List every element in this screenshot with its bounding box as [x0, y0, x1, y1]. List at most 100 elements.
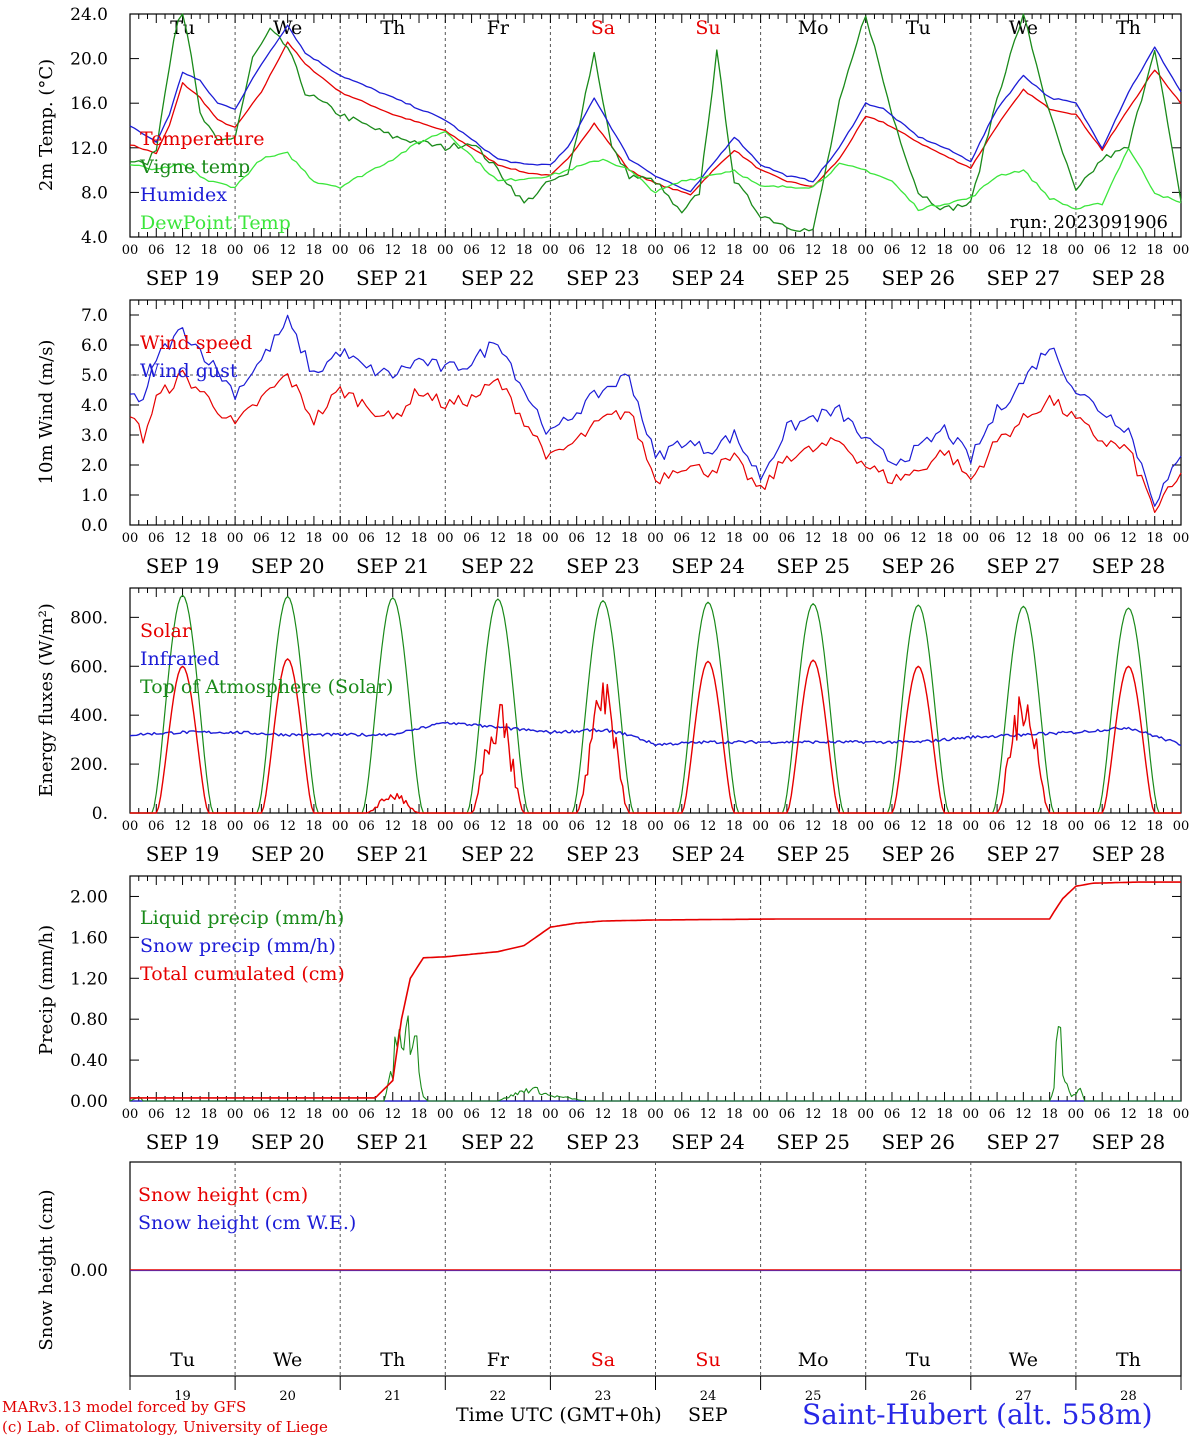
hour-tick-label: 18: [306, 819, 323, 834]
hour-tick-label: 06: [884, 243, 901, 258]
hour-tick-label: 06: [463, 531, 480, 546]
weekday-label: We: [273, 17, 302, 39]
date-label: SEP 22: [461, 842, 535, 866]
hour-tick-label: 06: [148, 1107, 165, 1122]
hour-tick-label: 18: [201, 243, 218, 258]
y-tick-label: 600.: [70, 657, 108, 677]
hour-tick-label: 18: [936, 1107, 953, 1122]
hour-tick-label: 18: [621, 1107, 638, 1122]
hour-tick-label: 06: [568, 243, 585, 258]
hour-tick-label: 00: [1068, 243, 1085, 258]
station-name: Saint-Hubert (alt. 558m): [802, 1398, 1153, 1431]
hour-tick-label: 18: [936, 531, 953, 546]
hour-tick-label: 06: [253, 819, 270, 834]
hour-tick-label: 00: [332, 1107, 349, 1122]
hour-tick-label: 12: [384, 531, 401, 546]
hour-tick-label: 12: [910, 243, 927, 258]
hour-tick-label: 06: [884, 819, 901, 834]
date-label: SEP 21: [356, 266, 430, 290]
hour-tick-label: 12: [384, 243, 401, 258]
y-tick-label: 0.80: [70, 1010, 108, 1030]
hour-tick-label: 06: [253, 531, 270, 546]
hour-tick-label: 06: [674, 1107, 691, 1122]
hour-tick-label: 18: [831, 1107, 848, 1122]
hour-tick-label: 00: [857, 243, 874, 258]
hour-tick-label: 12: [384, 1107, 401, 1122]
hour-tick-label: 12: [595, 1107, 612, 1122]
y-tick-label: 12.0: [70, 139, 108, 159]
date-label: SEP 25: [776, 266, 850, 290]
legend-entry: Solar: [140, 620, 192, 642]
hour-tick-label: 18: [726, 1107, 743, 1122]
y-tick-label: 2.00: [70, 887, 108, 907]
hour-tick-label: 00: [752, 1107, 769, 1122]
hour-tick-label: 00: [437, 531, 454, 546]
y-tick-label: 0.: [92, 804, 108, 824]
legend-entry: Temperature: [140, 128, 264, 150]
date-label: SEP 24: [671, 842, 745, 866]
hour-tick-label: 06: [358, 531, 375, 546]
hour-tick-label: 12: [1015, 819, 1032, 834]
hour-tick-label: 18: [516, 243, 533, 258]
series-line-wind-speed: [129, 369, 1182, 514]
hour-tick-label: 12: [279, 243, 296, 258]
hour-tick-label: 12: [700, 1107, 717, 1122]
hour-tick-label: 06: [463, 819, 480, 834]
hour-tick-label: 12: [805, 531, 822, 546]
date-label: SEP 21: [356, 1130, 430, 1154]
date-label: SEP 20: [251, 554, 325, 578]
hour-tick-label: 18: [621, 243, 638, 258]
legend-entry: Snow height (cm W.E.): [138, 1212, 356, 1234]
day-number-label: 22: [490, 1389, 507, 1404]
hour-tick-label: 18: [621, 819, 638, 834]
y-tick-label: 6.0: [81, 336, 108, 356]
hour-tick-label: 18: [831, 531, 848, 546]
hour-tick-label: 12: [279, 1107, 296, 1122]
hour-tick-label: 06: [148, 531, 165, 546]
legend-entry: Snow height (cm): [138, 1184, 308, 1206]
hour-tick-label: 06: [989, 243, 1006, 258]
hour-tick-label: 00: [542, 1107, 559, 1122]
hour-tick-label: 00: [1173, 531, 1190, 546]
day-number-label: 27: [1015, 1389, 1032, 1404]
hour-tick-label: 18: [1146, 1107, 1163, 1122]
hour-tick-label: 12: [1015, 531, 1032, 546]
hour-tick-label: 00: [542, 243, 559, 258]
hour-tick-label: 12: [700, 531, 717, 546]
weekday-label: Su: [695, 17, 720, 39]
weekday-label: Tu: [906, 1349, 931, 1371]
hour-tick-label: 06: [779, 1107, 796, 1122]
hour-tick-label: 12: [595, 243, 612, 258]
date-label: SEP 27: [987, 554, 1061, 578]
date-label: SEP 28: [1092, 554, 1166, 578]
legend-entry: Total cumulated (cm): [140, 963, 345, 985]
hour-tick-label: 00: [647, 243, 664, 258]
day-number-label: 21: [384, 1389, 401, 1404]
hour-tick-label: 18: [831, 243, 848, 258]
hour-tick-label: 00: [122, 243, 139, 258]
hour-tick-label: 12: [595, 531, 612, 546]
date-label: SEP 26: [881, 842, 955, 866]
y-tick-label: 0.0: [81, 516, 108, 536]
hour-tick-label: 12: [1015, 1107, 1032, 1122]
hour-tick-label: 00: [542, 531, 559, 546]
hour-tick-label: 12: [174, 243, 191, 258]
legend-entry: Top of Atmosphere (Solar): [140, 676, 393, 698]
y-tick-label: 200.: [70, 755, 108, 775]
hour-tick-label: 12: [805, 1107, 822, 1122]
hour-tick-label: 12: [595, 819, 612, 834]
date-label: SEP 24: [671, 266, 745, 290]
y-axis-label: Energy fluxes (W/m²): [36, 603, 57, 797]
legend-entry: Wind speed: [140, 332, 252, 354]
hour-tick-label: 12: [174, 531, 191, 546]
date-label: SEP 26: [881, 266, 955, 290]
hour-tick-label: 00: [1173, 1107, 1190, 1122]
weekday-label: Su: [695, 1349, 720, 1371]
hour-tick-label: 00: [122, 531, 139, 546]
legend-entry: Wind gust: [140, 360, 238, 382]
hour-tick-label: 00: [542, 819, 559, 834]
hour-tick-label: 06: [358, 243, 375, 258]
date-label: SEP 28: [1092, 842, 1166, 866]
y-tick-label: 7.0: [81, 306, 108, 326]
